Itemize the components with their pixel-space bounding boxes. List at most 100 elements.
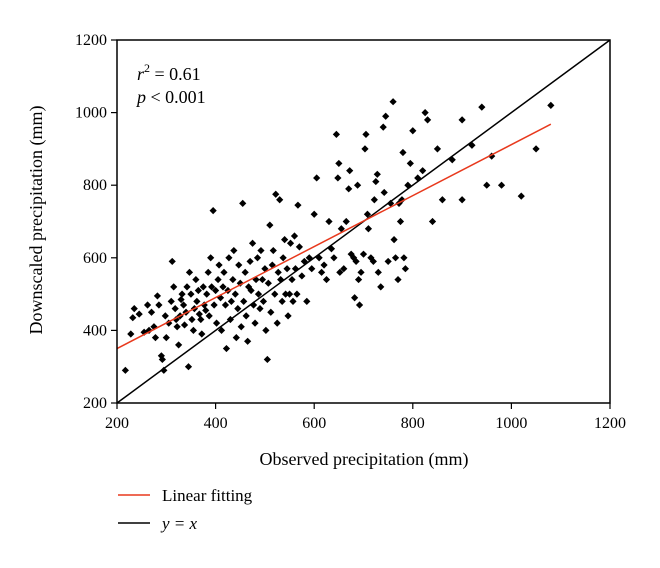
linear-fit-line bbox=[116, 123, 552, 350]
data-point bbox=[202, 306, 210, 315]
data-point bbox=[209, 207, 217, 215]
data-point bbox=[168, 257, 176, 266]
data-point bbox=[155, 301, 163, 309]
data-point bbox=[345, 185, 353, 193]
data-point bbox=[282, 290, 290, 298]
data-point bbox=[251, 319, 259, 327]
data-point bbox=[235, 261, 243, 269]
data-point bbox=[188, 315, 196, 324]
plot-area bbox=[116, 39, 611, 404]
data-point bbox=[547, 101, 555, 109]
data-point bbox=[377, 283, 385, 291]
data-point bbox=[350, 254, 358, 262]
data-point bbox=[278, 297, 286, 305]
data-point bbox=[272, 190, 280, 198]
data-point bbox=[438, 196, 446, 204]
data-point bbox=[140, 328, 148, 336]
data-point bbox=[298, 272, 306, 280]
data-point bbox=[208, 283, 216, 291]
data-point bbox=[145, 326, 153, 334]
data-point bbox=[369, 257, 377, 266]
data-point bbox=[245, 283, 253, 291]
data-point bbox=[203, 290, 211, 298]
data-point bbox=[197, 315, 205, 324]
data-point bbox=[290, 232, 299, 240]
data-point bbox=[161, 312, 169, 320]
data-point bbox=[147, 308, 156, 316]
data-point bbox=[351, 294, 359, 302]
data-point bbox=[153, 292, 162, 300]
data-point bbox=[192, 275, 200, 284]
plot-frame bbox=[116, 39, 611, 404]
data-point bbox=[162, 334, 170, 342]
data-point bbox=[242, 312, 250, 320]
data-point bbox=[320, 261, 328, 269]
data-point bbox=[175, 341, 183, 349]
data-point bbox=[396, 217, 405, 226]
data-point bbox=[308, 265, 316, 273]
data-point bbox=[458, 116, 466, 124]
data-point bbox=[390, 236, 398, 244]
data-point bbox=[389, 98, 397, 106]
data-point bbox=[215, 261, 223, 269]
data-point bbox=[258, 275, 267, 284]
data-point bbox=[399, 148, 407, 157]
r-squared-annotation: r2 = 0.61 bbox=[137, 61, 201, 84]
data-point bbox=[347, 250, 355, 258]
data-point bbox=[179, 301, 188, 309]
data-point bbox=[230, 246, 238, 255]
data-point bbox=[419, 167, 427, 175]
data-point bbox=[184, 363, 193, 371]
data-point bbox=[295, 243, 304, 251]
data-point bbox=[127, 330, 135, 338]
data-point bbox=[178, 290, 186, 298]
data-point bbox=[198, 330, 206, 338]
data-point bbox=[244, 337, 252, 345]
data-point bbox=[325, 217, 333, 226]
data-point bbox=[256, 305, 264, 313]
data-point bbox=[380, 188, 388, 197]
legend-label-linear-fit: Linear fitting bbox=[162, 486, 253, 505]
data-point bbox=[254, 290, 263, 298]
data-point bbox=[361, 145, 369, 153]
data-point bbox=[151, 334, 160, 342]
data-point bbox=[267, 308, 275, 316]
data-point bbox=[483, 181, 491, 189]
data-point bbox=[210, 301, 218, 309]
data-point bbox=[199, 283, 207, 291]
y-tick-label: 1200 bbox=[75, 32, 107, 49]
data-point bbox=[212, 319, 221, 327]
data-point bbox=[357, 268, 365, 276]
data-point bbox=[281, 236, 289, 244]
data-point bbox=[288, 275, 296, 284]
x-axis-label: Observed precipitation (mm) bbox=[260, 449, 469, 470]
data-point bbox=[227, 297, 235, 305]
axes: 200 400 600 800 1000 1200 200 400 600 800 1000 1200 bbox=[75, 32, 626, 432]
data-point bbox=[313, 174, 321, 182]
data-point bbox=[170, 283, 178, 291]
data-point bbox=[352, 257, 360, 266]
data-point bbox=[165, 319, 173, 327]
data-point bbox=[387, 199, 395, 207]
data-point bbox=[173, 323, 181, 331]
data-point bbox=[284, 312, 292, 320]
data-point bbox=[189, 326, 198, 334]
data-point bbox=[283, 265, 291, 273]
data-point bbox=[428, 217, 437, 226]
y-tick-label: 1000 bbox=[75, 105, 107, 122]
data-point bbox=[391, 254, 400, 262]
data-point bbox=[171, 305, 179, 313]
data-point bbox=[194, 286, 202, 295]
data-point bbox=[130, 305, 138, 313]
data-point bbox=[374, 268, 382, 276]
data-point bbox=[332, 130, 340, 138]
legend-label-identity: y = x bbox=[160, 514, 198, 533]
data-point bbox=[382, 112, 390, 120]
x-tick-label: 800 bbox=[401, 415, 425, 432]
data-point bbox=[274, 268, 282, 276]
data-point bbox=[322, 275, 331, 284]
data-point bbox=[497, 181, 506, 189]
data-point bbox=[279, 254, 287, 262]
data-point bbox=[219, 283, 227, 291]
